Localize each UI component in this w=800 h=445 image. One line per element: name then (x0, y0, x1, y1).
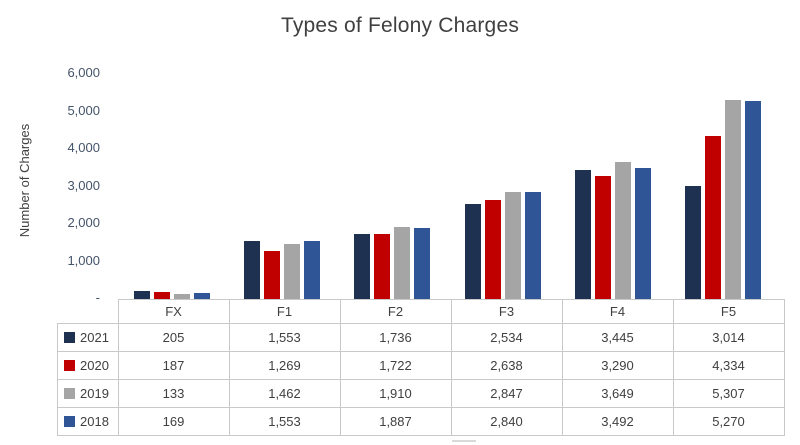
table-value-cell: 2,840 (450, 407, 563, 436)
bar-2019-F5 (725, 100, 741, 299)
table-value-cell: 205 (117, 323, 230, 352)
table-row: 2018 169 1,553 1,887 2,840 3,492 5,270 (57, 407, 785, 436)
data-table: FX F1 F2 F3 F4 F5 2021 205 1,553 1,736 2,534 3,445 3… (57, 299, 785, 436)
bar-2018-FX (194, 293, 210, 299)
table-header-cell: F4 (561, 299, 674, 324)
bar-2019-F4 (615, 162, 631, 299)
y-axis-title: Number of Charges (14, 60, 36, 300)
table-header-cell: FX (117, 299, 230, 324)
series-legend-cell: 2019 (57, 379, 119, 408)
table-value-cell: 3,014 (672, 323, 785, 352)
table-row: 2020 187 1,269 1,722 2,638 3,290 4,334 (57, 351, 785, 380)
bar-2020-F2 (374, 234, 390, 299)
table-value-cell: 2,638 (450, 351, 563, 380)
table-value-cell: 3,492 (561, 407, 674, 436)
bar-2021-F5 (685, 186, 701, 299)
y-axis-tick-label: 6,000 (67, 65, 100, 80)
y-axis-tick-label: 3,000 (67, 177, 100, 193)
series-label: 2019 (80, 386, 109, 401)
bar-2020-F4 (595, 176, 611, 299)
table-value-cell: 3,649 (561, 379, 674, 408)
table-value-cell: 133 (117, 379, 230, 408)
table-value-cell: 1,462 (228, 379, 341, 408)
bar-2019-F2 (394, 227, 410, 299)
table-row: 2021 205 1,553 1,736 2,534 3,445 3,014 (57, 323, 785, 352)
table-value-cell: 1,553 (228, 407, 341, 436)
legend-swatch-icon (64, 388, 75, 399)
legend-swatch-icon (64, 332, 75, 343)
cutoff-legend-fragment (452, 440, 476, 442)
bar-2020-FX (154, 292, 170, 299)
table-header-row: FX F1 F2 F3 F4 F5 (58, 299, 785, 324)
series-label: 2021 (80, 330, 109, 345)
series-label: 2018 (80, 414, 109, 429)
table-value-cell: 4,334 (672, 351, 785, 380)
legend-swatch-icon (64, 416, 75, 427)
table-value-cell: 3,290 (561, 351, 674, 380)
table-value-cell: 2,847 (450, 379, 563, 408)
bar-2021-F3 (465, 204, 481, 299)
table-value-cell: 3,445 (561, 323, 674, 352)
table-value-cell: 1,910 (339, 379, 452, 408)
table-header-cell: F1 (228, 299, 341, 324)
bar-2021-F1 (244, 241, 260, 299)
y-axis-tick-label: 4,000 (67, 140, 100, 155)
table-row: 2019 133 1,462 1,910 2,847 3,649 5,307 (57, 379, 785, 408)
table-value-cell: 1,736 (339, 323, 452, 352)
bar-2021-FX (134, 291, 150, 299)
series-legend-cell: 2021 (57, 323, 119, 352)
chart-title: Types of Felony Charges (280, 14, 520, 37)
bar-2021-F4 (575, 170, 591, 299)
y-axis-tick-label: 2,000 (67, 215, 100, 230)
bar-2020-F5 (705, 136, 721, 299)
table-value-cell: 1,722 (339, 351, 452, 380)
table-value-cell: 1,887 (339, 407, 452, 436)
bar-2018-F5 (745, 101, 761, 299)
y-axis-tick-label: 5,000 (67, 102, 100, 118)
table-value-cell: 2,534 (450, 323, 563, 352)
table-header-cell: F5 (672, 299, 785, 324)
table-value-cell: 5,270 (672, 407, 785, 436)
y-axis-tick-label: 1,000 (67, 252, 100, 268)
series-legend-cell: 2018 (57, 407, 119, 436)
bar-2020-F3 (485, 200, 501, 299)
bar-2021-F2 (354, 234, 370, 299)
legend-swatch-icon (64, 360, 75, 371)
table-value-cell: 187 (117, 351, 230, 380)
table-value-cell: 1,269 (228, 351, 341, 380)
bar-2019-FX (174, 294, 190, 299)
table-corner-cell (58, 300, 119, 324)
series-legend-cell: 2020 (57, 351, 119, 380)
bar-2018-F4 (635, 168, 651, 299)
table-header-cell: F3 (450, 299, 563, 324)
bar-2018-F3 (525, 192, 541, 299)
table-value-cell: 5,307 (672, 379, 785, 408)
bar-2020-F1 (264, 251, 280, 299)
table-header-cell: F2 (339, 299, 452, 324)
bar-2018-F2 (414, 228, 430, 299)
y-axis-tick-label: - (95, 290, 100, 305)
series-label: 2020 (80, 358, 109, 373)
bar-2018-F1 (304, 241, 320, 299)
table-value-cell: 1,553 (228, 323, 341, 352)
bar-2019-F3 (505, 192, 521, 299)
table-value-cell: 169 (117, 407, 230, 436)
y-axis-title-text: Number of Charges (17, 123, 33, 237)
bar-2019-F1 (284, 244, 300, 299)
